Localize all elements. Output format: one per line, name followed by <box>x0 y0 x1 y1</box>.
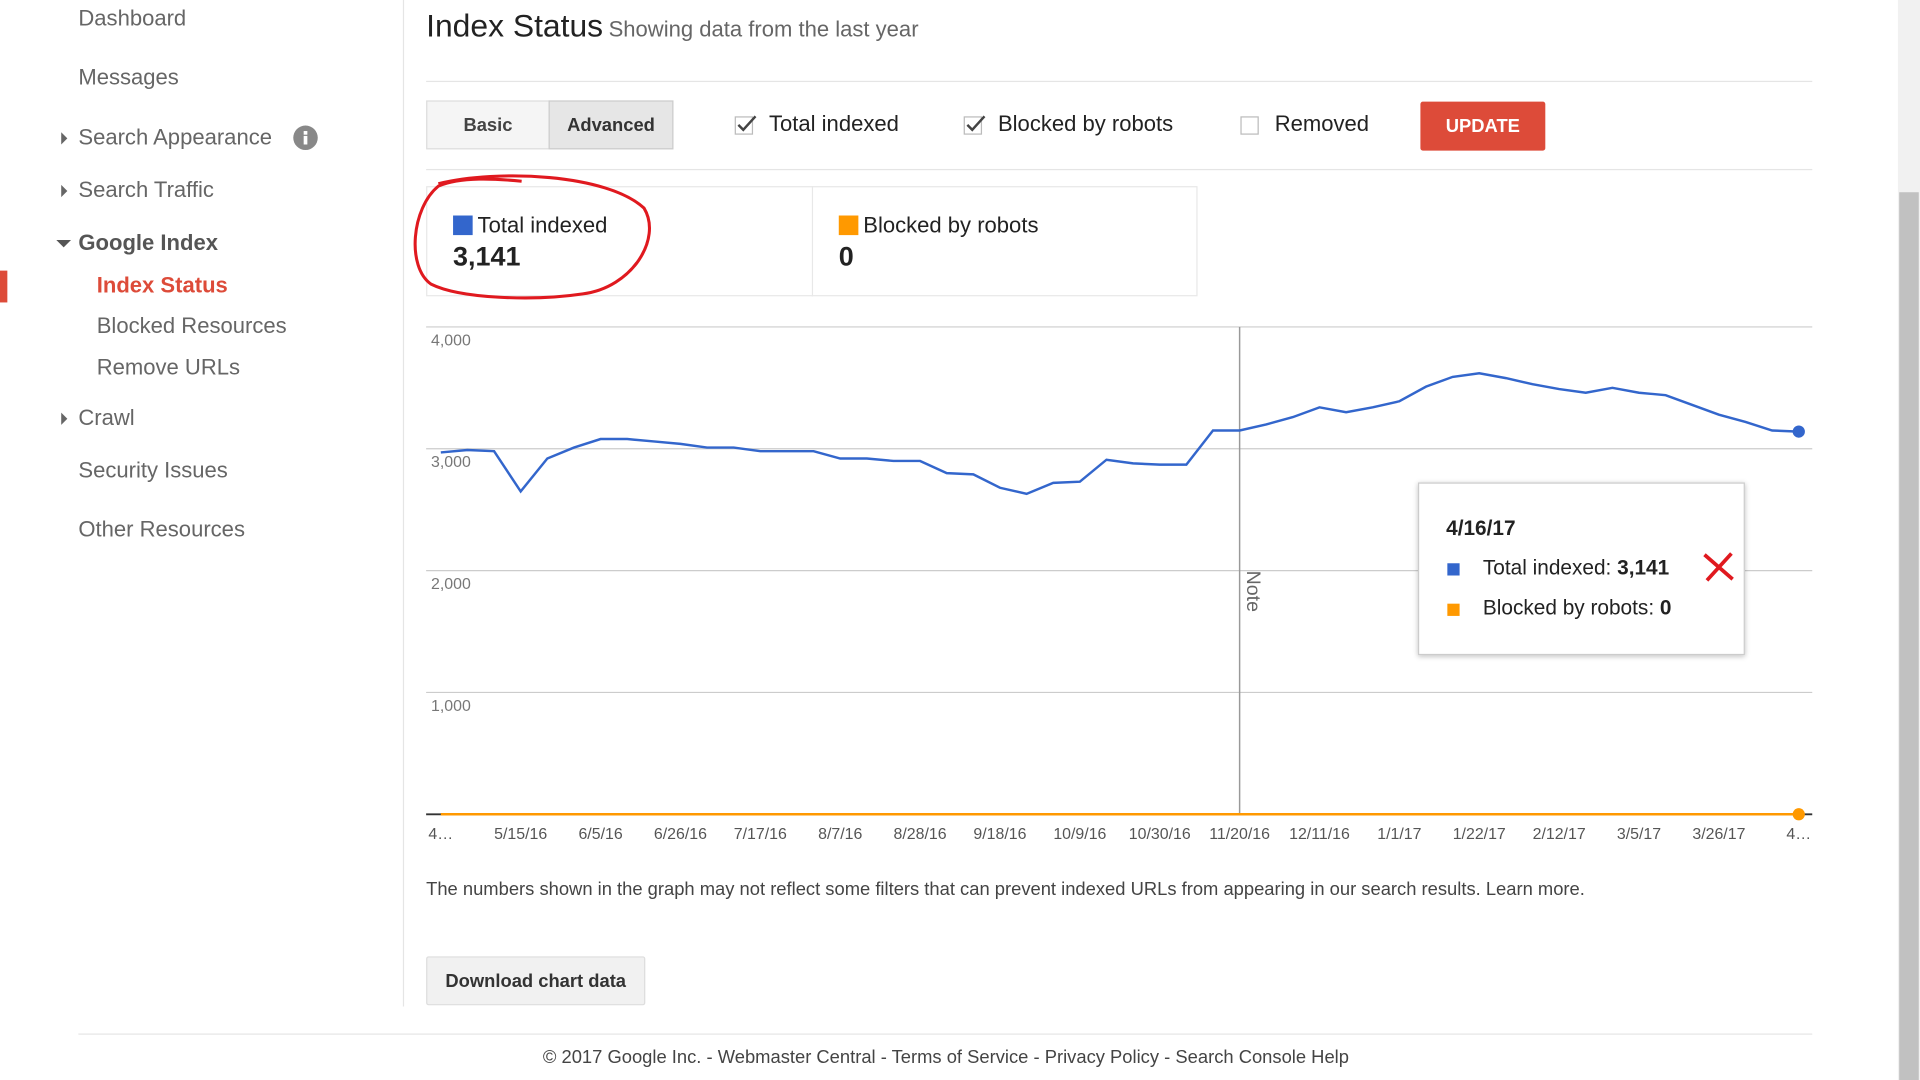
expand-arrow[interactable] <box>61 412 68 425</box>
checkbox[interactable] <box>963 115 986 135</box>
tooltip-swatch <box>1447 603 1460 616</box>
summary-value: 3,141 <box>453 241 521 272</box>
expand-arrow[interactable] <box>61 132 68 145</box>
summary-label: Blocked by robots <box>863 213 1039 238</box>
x-tick-label: 4… <box>428 826 453 843</box>
tooltip-label: Total indexed: <box>1482 555 1618 580</box>
hover-point <box>1792 425 1805 438</box>
footer-link[interactable]: Search Console Help <box>1175 1046 1349 1068</box>
scrollbar-thumb[interactable] <box>1899 192 1919 1080</box>
x-tick-label: 5/15/16 <box>494 826 547 843</box>
legend-swatch <box>838 215 859 236</box>
checkbox-label[interactable]: Total indexed <box>768 111 899 136</box>
nav-item[interactable]: Search Traffic <box>78 177 214 203</box>
nav-item[interactable]: Messages <box>78 64 179 90</box>
header: Index Status Showing data from the last … <box>426 7 918 45</box>
checkbox[interactable] <box>734 115 757 135</box>
tooltip-date: 4/16/17 <box>1446 516 1516 541</box>
hand-drawn-circle <box>413 174 651 300</box>
download-button[interactable]: Download chart data <box>426 956 646 1006</box>
page-subtitle: Showing data from the last year <box>608 17 919 42</box>
update-button[interactable]: UPDATE <box>1420 101 1546 151</box>
y-tick-label: 1,000 <box>431 698 471 715</box>
chart: 1,000 2,000 3,000 4,000 4… 5/15/16 6/5/16 6/26/… <box>426 326 1813 843</box>
nav-item[interactable]: Remove URLs <box>96 355 241 380</box>
footer-link[interactable]: © 2017 Google Inc. <box>542 1046 702 1068</box>
x-tick-label: 8/28/16 <box>894 826 947 843</box>
checkbox-label[interactable]: Blocked by robots <box>997 111 1174 136</box>
annotation-label: Note <box>1242 571 1264 612</box>
red-x <box>1703 552 1734 582</box>
x-tick-label: 8/7/16 <box>818 826 862 843</box>
page-title: Index Status <box>426 7 604 45</box>
x-tick-label: 6/26/16 <box>654 826 707 843</box>
nav-item[interactable]: Google Index <box>78 230 218 255</box>
divider <box>426 80 1813 83</box>
footer-separator: - <box>1159 1046 1176 1068</box>
tooltip-value: 3,141 <box>1617 555 1670 580</box>
divider <box>426 168 1813 171</box>
x-tick-label: 9/18/16 <box>973 826 1026 843</box>
footer-divider <box>78 1033 1813 1035</box>
tab-advanced[interactable]: Advanced <box>548 100 674 150</box>
x-tick-label: 1/1/17 <box>1377 826 1421 843</box>
summary-box <box>426 186 1198 297</box>
footer-link[interactable]: Webmaster Central <box>717 1046 876 1068</box>
x-tick-label: 10/9/16 <box>1053 826 1106 843</box>
nav-item[interactable]: Search Appearance <box>78 124 272 150</box>
tab-basic[interactable]: Basic <box>426 100 550 150</box>
tooltip: 4/16/17 Total indexed: 3,141 Blocked by … <box>1417 482 1745 656</box>
x-tick-label: 7/17/16 <box>734 826 787 843</box>
x-tick-label: 3/5/17 <box>1617 826 1661 843</box>
nav-item[interactable]: Dashboard <box>78 6 187 31</box>
x-tick-label: 12/11/16 <box>1289 826 1350 843</box>
tooltip-row: Total indexed: 3,141 <box>1483 556 1669 580</box>
x-tick-label: 1/22/17 <box>1453 826 1506 843</box>
footer-link[interactable]: Privacy Policy <box>1044 1046 1160 1068</box>
x-tick-label: 3/26/17 <box>1692 826 1745 843</box>
active-indicator <box>0 270 8 303</box>
nav-item-active[interactable]: Index Status <box>96 273 228 298</box>
x-tick-label: 6/5/16 <box>578 826 622 843</box>
tooltip-swatch <box>1447 563 1460 576</box>
footer-link[interactable]: Terms of Service <box>891 1046 1029 1068</box>
tooltip-row: Blocked by robots: 0 <box>1483 596 1672 620</box>
series-line <box>440 371 1799 496</box>
summary-divider <box>811 186 814 297</box>
nav-item[interactable]: Other Resources <box>78 516 245 542</box>
legend-swatch <box>453 215 473 236</box>
x-tick-label: 4… <box>1786 826 1811 843</box>
nav-item[interactable]: Security Issues <box>78 457 228 483</box>
x-tick-label: 10/30/16 <box>1129 826 1191 843</box>
summary-label: Total indexed <box>477 213 608 238</box>
checkbox-label[interactable]: Removed <box>1274 111 1370 136</box>
nav-item[interactable]: Crawl <box>78 405 135 430</box>
y-tick-label: 3,000 <box>431 454 471 471</box>
checkbox[interactable] <box>1240 116 1259 135</box>
tooltip-label: Blocked by robots: <box>1482 596 1660 620</box>
footer: © 2017 Google Inc. - Webmaster Central -… <box>0 1047 1892 1068</box>
nav-item[interactable]: Blocked Resources <box>96 313 287 338</box>
footer-separator: - <box>1028 1046 1045 1068</box>
hover-point <box>1792 808 1805 821</box>
footer-separator: - <box>875 1046 892 1068</box>
x-tick-label: 11/20/16 <box>1209 826 1270 843</box>
sidebar-border <box>402 0 405 1007</box>
x-tick-label: 2/12/17 <box>1533 826 1586 843</box>
footnote: The numbers shown in the graph may not r… <box>426 879 1585 901</box>
y-tick-label: 4,000 <box>431 332 471 349</box>
collapse-arrow[interactable] <box>56 240 72 248</box>
y-tick-label: 2,000 <box>431 576 471 593</box>
footer-separator: - <box>701 1046 718 1068</box>
tooltip-value: 0 <box>1659 596 1672 620</box>
summary-value: 0 <box>838 241 854 272</box>
info-icon[interactable] <box>293 125 319 151</box>
expand-arrow[interactable] <box>61 184 68 198</box>
